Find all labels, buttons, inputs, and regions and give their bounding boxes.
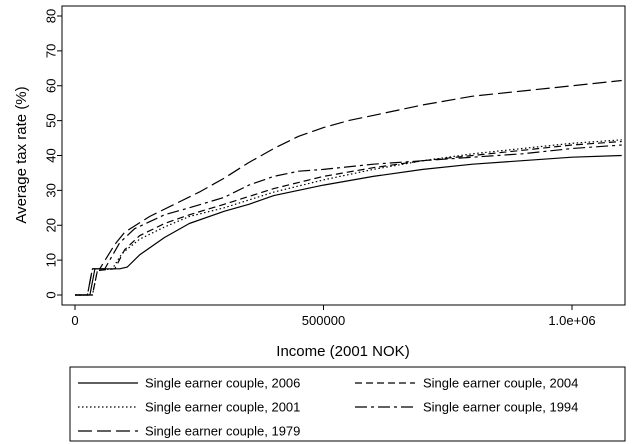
legend-label-1: Single earner couple, 2006 xyxy=(145,376,300,391)
y-axis: 0 10 20 30 40 50 60 70 80 xyxy=(44,9,62,299)
x-tick-label: 1.0e+06 xyxy=(548,313,595,328)
series-line-3 xyxy=(75,139,622,296)
y-tick-label: 60 xyxy=(44,79,59,93)
legend-box xyxy=(69,366,626,442)
legend-label-4: Single earner couple, 1994 xyxy=(423,400,578,415)
y-tick-label: 30 xyxy=(44,183,59,197)
x-tick-label: 500000 xyxy=(302,313,345,328)
legend-label-2: Single earner couple, 2004 xyxy=(423,376,578,391)
y-tick-label: 50 xyxy=(44,113,59,127)
y-tick-label: 80 xyxy=(44,9,59,23)
legend-label-5: Single earner couple, 1979 xyxy=(145,424,300,439)
y-tick-label: 40 xyxy=(44,148,59,162)
plot-area xyxy=(61,5,626,306)
y-axis-title: Average tax rate (%) xyxy=(13,86,30,223)
legend-label-3: Single earner couple, 2001 xyxy=(145,400,300,415)
series-layer xyxy=(75,79,622,296)
x-axis-title: Income (2001 NOK) xyxy=(276,343,409,360)
y-tick-label: 70 xyxy=(44,44,59,58)
series-line-4 xyxy=(75,144,622,296)
series-line-2 xyxy=(75,140,622,296)
legend: Single earner couple, 2006 Single earner … xyxy=(69,366,626,442)
y-tick-label: 20 xyxy=(44,218,59,232)
x-axis: 0 500000 1.0e+06 xyxy=(71,305,596,328)
y-tick-label: 0 xyxy=(44,291,59,298)
y-tick-label: 10 xyxy=(44,253,59,267)
series-line-5 xyxy=(75,79,622,296)
x-tick-label: 0 xyxy=(71,313,78,328)
series-line-1 xyxy=(75,154,622,296)
